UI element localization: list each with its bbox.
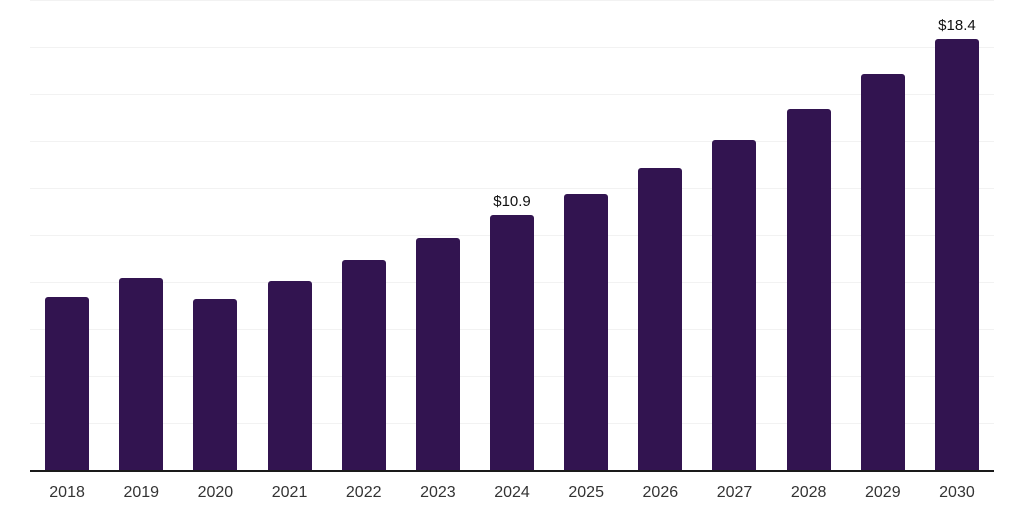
bar-group: $10.9 xyxy=(475,1,549,471)
bar-group xyxy=(327,1,401,471)
bar-2024 xyxy=(490,214,535,471)
x-tick-label: 2022 xyxy=(345,484,382,501)
x-tick-label: 2019 xyxy=(123,484,160,501)
x-tick-label: 2023 xyxy=(420,484,456,501)
data-label: $18.4 xyxy=(938,16,976,34)
x-tick-label: 2029 xyxy=(865,484,901,501)
bar-group xyxy=(772,1,846,471)
x-tick-label: 2030 xyxy=(939,484,975,501)
gridline xyxy=(30,141,994,142)
bar-2027 xyxy=(712,139,757,471)
bar-group xyxy=(623,1,697,471)
gridline xyxy=(30,94,994,95)
x-axis-ticks: 2018 2019 2020 2021 2022 2023 2024 2025 2026 2027… xyxy=(30,484,994,502)
x-tick-label: 2018 xyxy=(49,484,85,501)
bar-2019 xyxy=(119,278,164,471)
bar-2028 xyxy=(786,109,831,471)
bar-group xyxy=(846,1,920,471)
x-tick-label: 2020 xyxy=(197,484,234,501)
bar-group xyxy=(401,1,475,471)
bar-2023 xyxy=(415,238,460,471)
bar-group xyxy=(252,1,326,471)
bar-group xyxy=(697,1,771,471)
x-tick-label: 2027 xyxy=(716,484,753,501)
x-tick-label: 2026 xyxy=(642,484,679,501)
bar-2021 xyxy=(267,280,312,471)
x-tick-label: 2028 xyxy=(790,484,827,501)
x-axis-line xyxy=(30,470,994,472)
bar-2026 xyxy=(638,167,683,471)
bar-2020 xyxy=(193,299,238,471)
bar-group xyxy=(549,1,623,471)
bar-group: $18.4 xyxy=(920,1,994,471)
bar-2025 xyxy=(564,193,609,471)
plot-area: $10.9 $18.4 xyxy=(30,0,994,471)
bar-2029 xyxy=(860,73,905,471)
gridline xyxy=(30,188,994,189)
bar-group xyxy=(104,1,178,471)
bar-2022 xyxy=(341,259,386,471)
bar-group xyxy=(178,1,252,471)
x-tick-label: 2021 xyxy=(271,484,308,501)
gridline xyxy=(30,47,994,48)
bars: $10.9 $18.4 xyxy=(30,1,994,471)
x-tick-label: 2025 xyxy=(568,484,604,501)
data-label: $10.9 xyxy=(493,192,531,210)
x-tick-label: 2024 xyxy=(494,484,530,501)
gridline xyxy=(30,0,994,1)
bar-2030 xyxy=(934,38,979,471)
bar-2018 xyxy=(45,297,90,471)
bar-group xyxy=(30,1,104,471)
